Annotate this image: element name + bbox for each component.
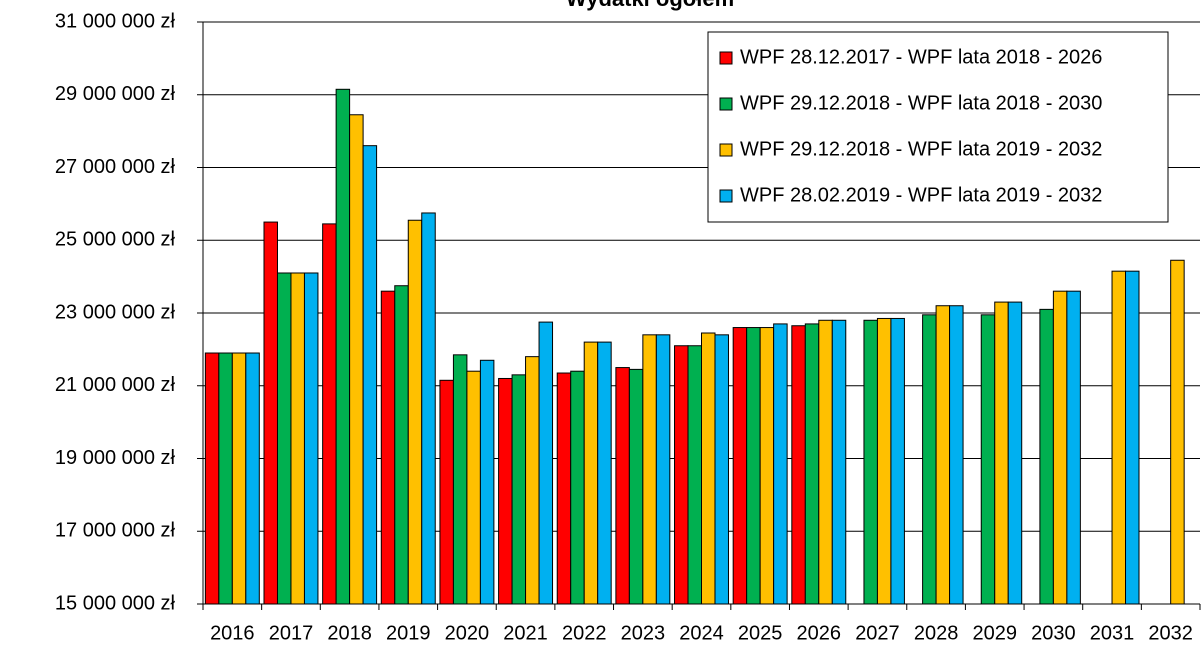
x-tick-label: 2030 [1031,622,1076,644]
x-tick-label: 2031 [1090,622,1135,644]
bar [1066,290,1081,605]
bar [407,219,423,605]
legend-swatch [719,189,733,203]
x-tick-label: 2027 [855,622,900,644]
bar [655,334,671,605]
bar [322,223,337,605]
legend-swatch [719,97,733,111]
bar [890,317,905,605]
bar [466,370,481,605]
bar [759,327,775,605]
x-tick-label: 2026 [797,622,842,644]
bar [380,290,396,605]
bar [452,354,468,605]
y-tick-label: 25 000 000 zł [55,229,176,251]
bar [231,352,247,605]
bar [687,345,702,605]
legend-label: WPF 28.02.2019 - WPF lata 2019 - 2032 [740,184,1102,206]
x-tick-label: 2024 [679,622,724,644]
bar [1125,270,1140,605]
legend-label: WPF 29.12.2018 - WPF lata 2019 - 2032 [740,138,1102,160]
legend-box [707,31,1169,223]
bar [290,272,305,605]
bar [1039,308,1054,605]
bar [831,319,847,605]
bar [732,327,748,605]
bar [538,321,554,605]
bar [714,334,729,605]
bar [362,145,378,605]
x-tick-label: 2028 [914,622,959,644]
bar [994,301,1009,605]
x-tick-label: 2016 [210,622,255,644]
bar [511,374,527,605]
x-tick-label: 2019 [386,622,431,644]
x-tick-label: 2032 [1148,622,1193,644]
bar [439,379,454,605]
bar [935,305,951,605]
bar [628,368,644,605]
bar [876,317,892,605]
bar [583,341,599,605]
bar [276,272,292,605]
bar [863,319,878,605]
y-tick-label: 19 000 000 zł [55,447,176,469]
bar [204,352,220,605]
bar [421,212,436,605]
y-tick-label: 15 000 000 zł [55,592,176,614]
x-tick-label: 2023 [621,622,666,644]
x-tick-label: 2029 [972,622,1017,644]
bar [674,345,689,605]
bar [303,272,319,605]
bar [642,334,657,605]
bar [949,305,964,605]
legend-swatch [719,143,733,157]
x-tick-label: 2017 [269,622,314,644]
y-tick-label: 27 000 000 zł [55,156,176,178]
y-tick-label: 31 000 000 zł [55,10,176,32]
legend-label: WPF 29.12.2018 - WPF lata 2018 - 2030 [740,92,1102,114]
bar [1111,270,1127,605]
bar [218,352,233,605]
bar [1007,301,1023,605]
y-tick-label: 23 000 000 zł [55,301,176,323]
bar [818,319,833,605]
bar [245,352,260,605]
y-tick-label: 21 000 000 zł [55,374,176,396]
y-tick-label: 29 000 000 zł [55,83,176,105]
bar [479,359,495,605]
bar [525,356,540,605]
x-tick-label: 2021 [503,622,548,644]
bar [980,314,996,605]
y-tick-label: 17 000 000 zł [55,520,176,542]
bar [349,114,364,605]
legend-label: WPF 28.12.2017 - WPF lata 2018 - 2026 [740,46,1102,68]
x-tick-label: 2025 [738,622,783,644]
bar [773,323,788,605]
bar [615,367,630,605]
bar [791,325,806,605]
bar [263,221,278,605]
bar [922,314,937,605]
bar [701,332,716,605]
bar [570,370,585,605]
legend: WPF 28.12.2017 - WPF lata 2018 - 2026 WPF… [707,31,1169,223]
x-tick-label: 2022 [562,622,607,644]
x-tick-label: 2020 [445,622,490,644]
bar [556,372,572,605]
bar [498,377,513,605]
bar [1170,259,1185,605]
bar [746,327,761,605]
bar [335,88,351,605]
bar [394,285,409,605]
bar [597,341,612,605]
bar [804,323,820,605]
legend-swatch [719,51,733,65]
x-tick-label: 2018 [327,622,372,644]
chart-title: Wydatki ogółem [566,0,734,11]
bar [1052,290,1068,605]
